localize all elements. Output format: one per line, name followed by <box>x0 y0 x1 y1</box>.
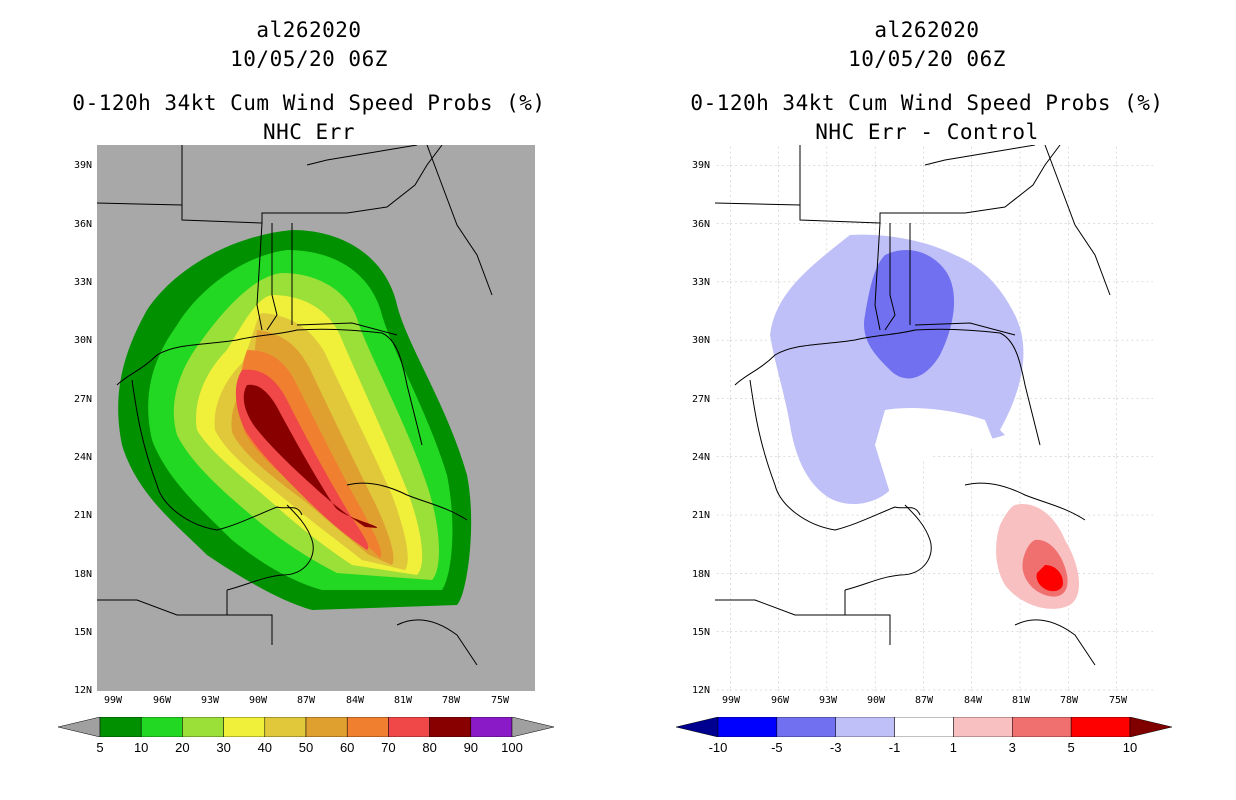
product-title: 0-120h 34kt Cum Wind Speed Probs (%) <box>72 91 546 115</box>
colorbar-label: -10 <box>708 740 728 755</box>
lon-label-84w: 84W <box>963 695 983 706</box>
lat-label-15n: 15N <box>691 627 710 638</box>
colorbar-swatch <box>264 717 307 737</box>
difference-map <box>715 145 1153 691</box>
colorbar-label: 80 <box>422 740 437 755</box>
panel-subtitle: NHC Err - Control <box>815 120 1039 144</box>
colorbar-swatch <box>953 717 1013 737</box>
colorbar-label: 5 <box>96 740 104 755</box>
colorbar-swatch <box>1070 717 1131 737</box>
lon-label-81w: 81W <box>393 695 413 706</box>
lat-label-36n: 36N <box>73 219 92 230</box>
panel-subtitle: NHC Err <box>262 120 355 144</box>
colorbar-label: -3 <box>829 740 842 755</box>
lat-label-18n: 18N <box>73 569 92 580</box>
colorbar-swatch <box>470 717 513 737</box>
colorbar-swatch <box>305 717 348 737</box>
datetime: 10/05/20 06Z <box>848 47 1006 71</box>
colorbar-swatch <box>388 717 430 737</box>
lat-label-36n: 36N <box>691 219 710 230</box>
lon-label-90w: 90W <box>248 695 268 706</box>
lat-label-15n: 15N <box>73 627 92 638</box>
colorbar-swatch <box>99 717 142 737</box>
lon-label-96w: 96W <box>152 695 172 706</box>
panel-nhc-err-minus-control: al262020 10/05/20 06Z 0-120h 34kt Cum Wi… <box>618 0 1236 800</box>
map-boundaries <box>715 145 1111 666</box>
colorbar-over-arrow <box>511 717 554 737</box>
lon-label-93w: 93W <box>818 695 838 706</box>
lat-label-30n: 30N <box>691 335 710 346</box>
lat-label-27n: 27N <box>691 394 710 405</box>
colorbar-label: 5 <box>1067 740 1075 755</box>
lon-label-78w: 78W <box>441 695 461 706</box>
lat-label-18n: 18N <box>691 569 710 580</box>
lon-label-90w: 90W <box>866 695 886 706</box>
colorbar-swatch <box>346 717 389 737</box>
lon-label-96w: 96W <box>770 695 790 706</box>
colorbar-label: 1 <box>949 740 958 755</box>
probability-contours <box>118 230 472 610</box>
colorbar-label: 30 <box>216 740 231 755</box>
lon-label-81w: 81W <box>1011 695 1031 706</box>
colorbar-under-arrow <box>676 717 719 737</box>
lat-label-30n: 30N <box>73 335 92 346</box>
lat-label-21n: 21N <box>691 510 710 521</box>
colorbar-label: 10 <box>133 740 149 755</box>
lon-label-84w: 84W <box>345 695 365 706</box>
product-title: 0-120h 34kt Cum Wind Speed Probs (%) <box>690 91 1164 115</box>
colorbar-swatch <box>894 717 954 737</box>
storm-id: al262020 <box>256 18 362 42</box>
probability-map <box>97 145 535 691</box>
lat-label-39n: 39N <box>691 160 710 171</box>
colorbar-swatch <box>223 717 266 737</box>
lat-label-33n: 33N <box>73 277 92 288</box>
storm-id: al262020 <box>874 18 980 42</box>
lon-label-78w: 78W <box>1059 695 1079 706</box>
colorbar-swatch <box>140 717 183 737</box>
lat-label-21n: 21N <box>73 510 92 521</box>
panel-nhc-err: al262020 10/05/20 06Z 0-120h 34kt Cum Wi… <box>58 18 554 755</box>
colorbar-label: 70 <box>381 740 396 755</box>
colorbar-over-arrow <box>1129 717 1172 737</box>
lon-label-75w: 75W <box>1108 695 1128 706</box>
colorbar-label: 50 <box>298 740 314 755</box>
colorbar-swatch <box>182 717 224 737</box>
lat-label-12n: 12N <box>73 685 92 696</box>
lat-label-24n: 24N <box>73 452 92 463</box>
colorbar-swatch <box>1012 717 1072 737</box>
colorbar-probs <box>58 717 554 737</box>
lat-label-24n: 24N <box>691 452 710 463</box>
map-boundaries <box>97 145 493 666</box>
colorbar-label: 90 <box>463 740 479 755</box>
lon-label-87w: 87W <box>914 695 934 706</box>
lat-label-39n: 39N <box>73 160 92 171</box>
lon-label-99w: 99W <box>103 695 123 706</box>
colorbar-label: 20 <box>175 740 190 755</box>
colorbar-swatch <box>429 717 472 737</box>
colorbar-label: 3 <box>1008 740 1016 755</box>
colorbar-label: -5 <box>771 740 783 755</box>
colorbar-label: 10 <box>1122 740 1138 755</box>
lon-label-75w: 75W <box>490 695 510 706</box>
colorbar-label: 100 <box>501 740 523 755</box>
lon-label-87w: 87W <box>296 695 316 706</box>
datetime: 10/05/20 06Z <box>230 47 388 71</box>
colorbar-swatch <box>835 717 895 737</box>
difference-contours <box>770 234 1080 609</box>
lon-label-99w: 99W <box>721 695 741 706</box>
lon-label-93w: 93W <box>200 695 220 706</box>
colorbar-under-arrow <box>58 717 101 737</box>
colorbar-swatch <box>717 717 778 737</box>
lat-label-27n: 27N <box>73 394 92 405</box>
colorbar-difference <box>676 717 1172 737</box>
colorbar-label: 40 <box>257 740 273 755</box>
colorbar-label: 60 <box>339 740 355 755</box>
colorbar-swatch <box>776 717 836 737</box>
lat-label-33n: 33N <box>691 277 710 288</box>
lat-label-12n: 12N <box>691 685 710 696</box>
colorbar-label: -1 <box>888 740 901 755</box>
